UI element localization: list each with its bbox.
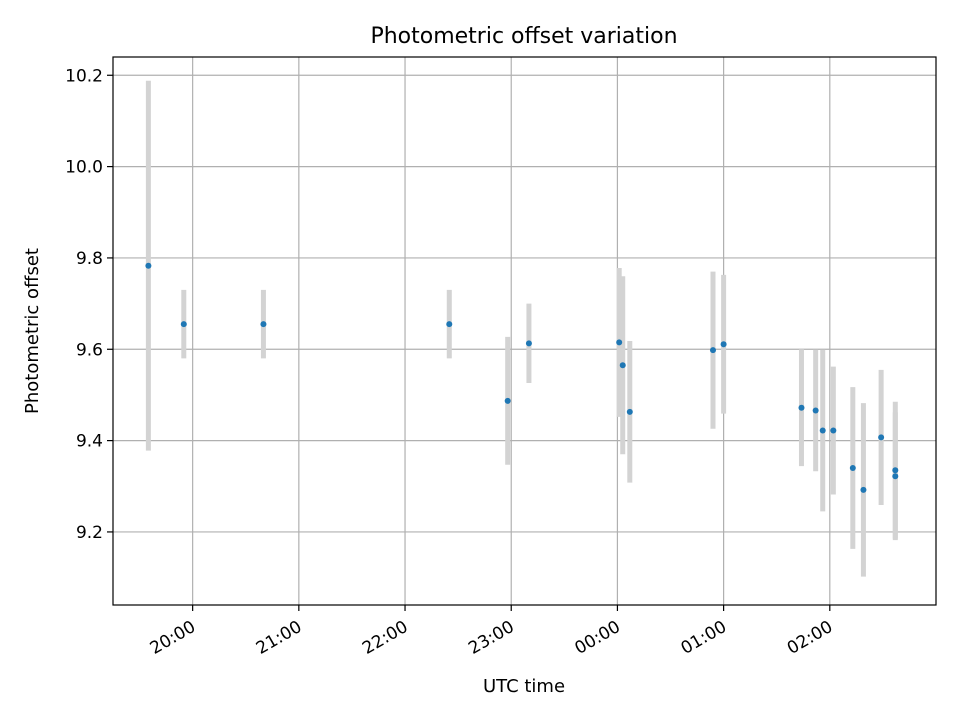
y-tick-label: 10.2 [65,66,103,86]
data-point [720,341,727,348]
data-point [145,262,152,269]
data-point [260,321,267,328]
data-point [446,321,453,328]
data-point [626,408,633,415]
error-bars [145,80,898,577]
data-point [892,467,899,474]
chart-title: Photometric offset variation [370,24,677,49]
y-tick-label: 10.0 [65,158,103,178]
x-axis-label: UTC time [483,676,565,697]
x-tick-label: 02:00 [784,617,836,659]
x-tick-label: 01:00 [678,617,730,659]
y-tick-label: 9.6 [76,340,103,360]
data-point [525,340,532,347]
data-point [619,362,626,369]
plot-frame [112,56,937,606]
y-tick-label: 9.8 [76,249,103,269]
x-tick-label: 22:00 [359,617,411,659]
y-axis-ticks: 9.2 9.4 9.6 9.8 10.0 10.2 [65,66,113,543]
x-tick-label: 20:00 [147,617,199,659]
y-tick-label: 9.4 [76,432,103,452]
y-tick-label: 9.2 [76,523,103,543]
data-point [616,339,623,346]
x-tick-label: 21:00 [253,617,305,659]
data-point [892,473,899,480]
data-point [819,427,826,434]
data-point [812,407,819,414]
data-point [878,434,885,441]
data-point [180,321,187,328]
data-point [798,404,805,411]
y-axis-label: Photometric offset [22,248,43,414]
data-point [849,465,856,471]
x-axis-ticks: 20:00 21:00 22:00 23:00 00:00 01:00 02:00 [147,605,836,659]
data-point [830,427,837,434]
x-tick-label: 00:00 [571,617,623,659]
x-tick-label: 23:00 [465,617,517,659]
data-point [860,486,867,493]
grid [113,57,936,605]
data-points [145,262,899,493]
data-point [504,397,511,404]
data-point [709,347,716,354]
